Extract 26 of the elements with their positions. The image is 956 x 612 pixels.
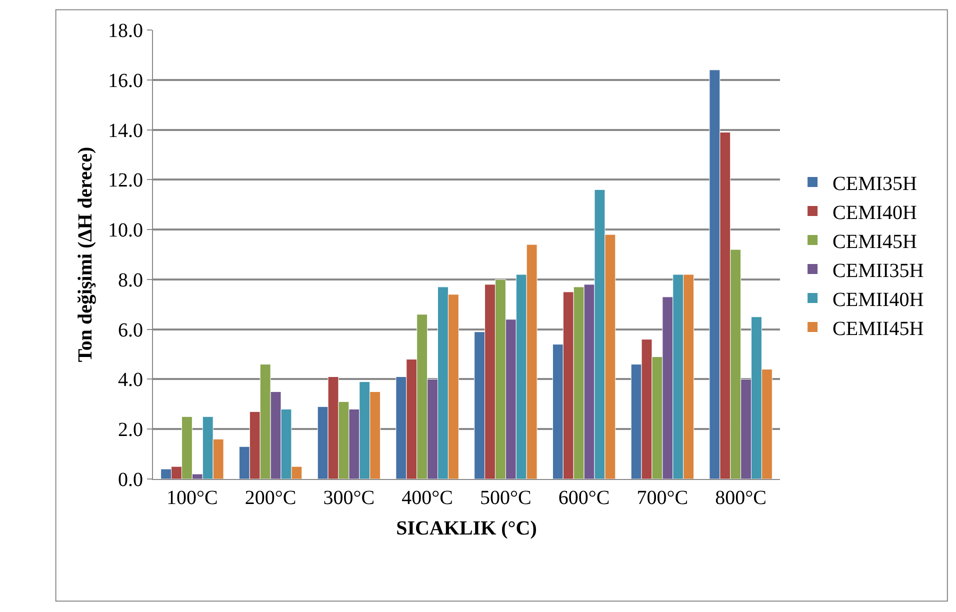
y-tick-label: 10.0 [108, 220, 143, 242]
y-tick-label: 8.0 [118, 269, 143, 292]
y-tick-label: 18.0 [108, 20, 143, 42]
x-tick-label: 600°C [558, 487, 610, 509]
legend-label: CEMII45H [832, 318, 924, 340]
y-axis-title: Ton değişimi (ΔH derece) [74, 146, 96, 362]
legend-label: CEMII35H [832, 260, 924, 282]
x-tick-label: 700°C [636, 487, 688, 509]
y-tick-label: 12.0 [108, 170, 143, 192]
x-tick-label: 200°C [244, 487, 296, 509]
x-tick-label: 800°C [715, 487, 766, 509]
y-tick-label: 0.0 [118, 469, 143, 491]
legend-label: CEMI35H [832, 172, 917, 195]
x-tick-label: 300°C [323, 487, 375, 509]
x-tick-label: 500°C [480, 487, 532, 509]
legend-label: CEMII40H [832, 288, 924, 311]
legend-label: CEMI40H [832, 202, 917, 224]
legend-label: CEMI45H [832, 230, 917, 253]
y-tick-label: 6.0 [118, 319, 143, 342]
y-tick-label: 16.0 [108, 70, 143, 92]
x-axis-title: SICAKLIK (°C) [396, 518, 537, 540]
y-tick-label: 4.0 [118, 369, 143, 392]
x-tick-label: 400°C [402, 487, 453, 509]
x-tick-label: 100°C [166, 487, 218, 509]
y-tick-label: 14.0 [108, 120, 143, 142]
y-tick-label: 2.0 [118, 419, 143, 442]
